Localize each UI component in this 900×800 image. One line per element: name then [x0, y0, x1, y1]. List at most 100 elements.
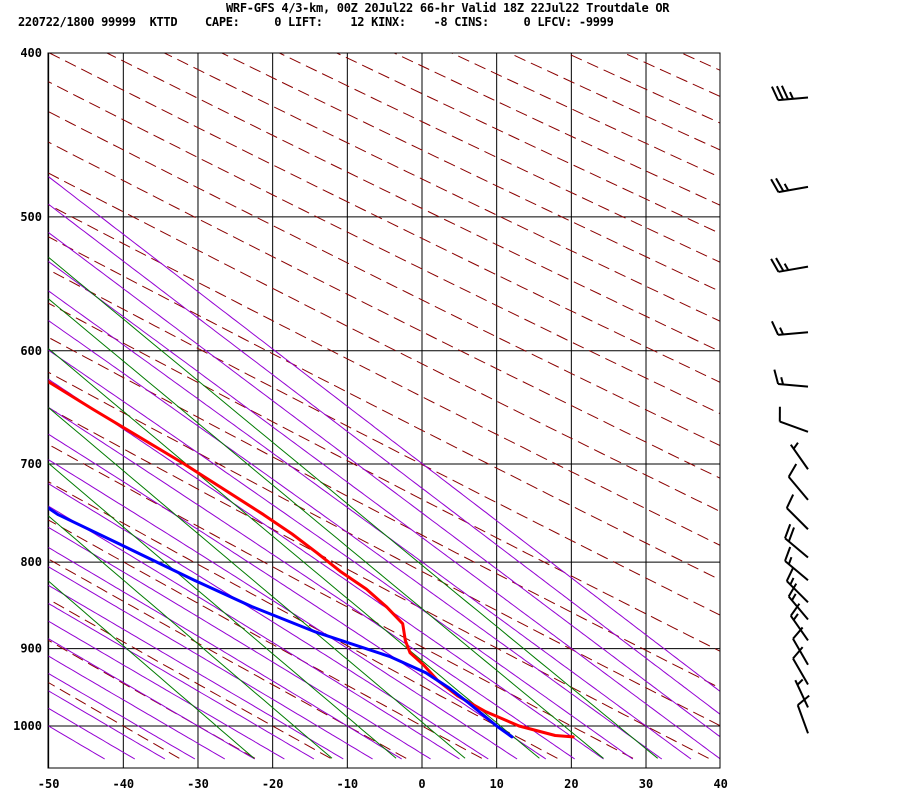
wind-barb [784, 523, 809, 559]
wind-barb-half-feather [780, 377, 785, 385]
moist-adiabat-line [48, 565, 373, 760]
dry-adiabat-line [278, 53, 720, 263]
temperature-tick-label: 10 [489, 777, 503, 791]
pressure-tick-label: 900 [20, 642, 42, 656]
dry-adiabat-line [48, 268, 720, 616]
dry-adiabat-line [450, 53, 720, 178]
wind-barb [771, 85, 809, 102]
wind-barb-feather [787, 583, 798, 598]
wind-barb-staff [792, 657, 809, 685]
wind-barb-feather [770, 178, 780, 193]
pressure-tick-label: 700 [20, 457, 42, 471]
wind-barb-column [770, 85, 810, 734]
moist-adiabat-line [48, 349, 633, 760]
wind-barb [792, 626, 809, 666]
dewpoint-profile-line [48, 505, 514, 739]
wind-barb-feather [787, 527, 795, 542]
dry-adiabat-line [48, 110, 720, 447]
wind-barb [787, 463, 809, 501]
wind-barb-feather [784, 523, 792, 539]
wind-barb-staff [787, 476, 809, 501]
temperature-tick-label: 0 [418, 777, 425, 791]
temperature-profile-line [48, 379, 575, 739]
dry-adiabat-line [48, 80, 720, 415]
wind-barb [773, 369, 809, 388]
moist-adiabat-line [48, 505, 460, 760]
temperature-tick-label: -50 [38, 777, 60, 791]
dry-adiabat-line [105, 53, 720, 353]
dry-adiabat-line [48, 236, 720, 581]
wind-barb-half-feather [791, 593, 797, 601]
wind-barb [796, 694, 810, 734]
wind-barb-feather [771, 320, 780, 336]
moist-adiabat-line [48, 203, 720, 715]
background-grid [48, 44, 900, 768]
wind-barb-feather [785, 567, 795, 582]
wind-barb [787, 583, 809, 621]
wind-barb-feather [773, 369, 780, 385]
wind-barb-feather [780, 85, 789, 100]
moist-adiabat-line [48, 724, 105, 760]
moist-adiabat-line [48, 231, 720, 738]
wind-barb-feather [771, 86, 780, 101]
dry-adiabat-line [48, 53, 720, 383]
moist-adiabat-line [48, 672, 196, 760]
temperature-tick-label: -40 [112, 777, 134, 791]
mixing-ratio-line [48, 256, 659, 759]
moist-adiabat-line [48, 260, 720, 760]
plot-frame [47, 52, 721, 769]
pressure-tick-label: 600 [20, 344, 42, 358]
wind-barb-half-feather [792, 613, 799, 621]
wind-barb [770, 257, 809, 273]
wind-barb-half-feather [779, 327, 785, 335]
moist-adiabat-line [48, 433, 547, 760]
dry-adiabat-line [48, 407, 709, 759]
dry-adiabat-line [48, 558, 407, 759]
wind-barb [794, 678, 809, 708]
moist-adiabat-line [48, 584, 344, 760]
wind-barb-feather [787, 463, 798, 478]
moist-adiabat-line [48, 482, 489, 760]
wind-barb-half-feather [789, 577, 795, 586]
wind-barb [785, 494, 809, 530]
mixing-ratio-line [48, 579, 255, 759]
pressure-tick-label: 500 [20, 210, 42, 224]
mixing-ratio-line [48, 462, 397, 759]
dry-adiabat-line [48, 336, 720, 689]
wind-barb-half-feather [787, 556, 793, 565]
dry-adiabat-line [680, 53, 720, 71]
axis-ticks: 400 500 600 700 800 900 1000 -50 -40 -30 -20 -10 0 10… [13, 46, 728, 791]
dry-adiabat-line [48, 480, 558, 759]
mixing-ratio-line [48, 406, 466, 759]
wind-barb-staff [779, 420, 809, 433]
wind-barb [784, 546, 809, 582]
dry-adiabat-line [718, 44, 900, 759]
sounding-indices: 220722/1800 99999 KTTD CAPE: 0 LIFT: 12 … [18, 15, 614, 29]
dry-adiabat-line [48, 443, 634, 759]
moist-adiabat-line [48, 458, 518, 760]
moist-adiabat-line [48, 620, 285, 760]
pressure-tick-label: 800 [20, 555, 42, 569]
temperature-tick-label: 30 [639, 777, 653, 791]
temperature-tick-label: -10 [336, 777, 358, 791]
mixing-ratio-line [48, 297, 604, 759]
wind-barb [778, 406, 809, 433]
wind-barb-half-feather [789, 91, 794, 100]
dry-adiabat-line [48, 141, 720, 479]
moist-adiabat-line [48, 546, 402, 760]
dry-adiabat-line [163, 53, 720, 322]
chart-title: WRF-GFS 4/3-km, 00Z 20Jul22 66-hr Valid … [226, 1, 670, 15]
moist-adiabat-line [48, 289, 692, 760]
temperature-tick-label: -30 [187, 777, 209, 791]
moist-adiabat-line [48, 406, 575, 760]
dry-adiabat-line [48, 302, 720, 652]
wind-barb-feather [784, 546, 792, 562]
dry-adiabat-line [565, 53, 720, 124]
wind-barb-feather [785, 494, 795, 509]
temperature-tick-label: -20 [262, 777, 284, 791]
wind-barb-half-feather [796, 678, 804, 686]
wind-barb-staff [796, 704, 809, 734]
wind-barb-half-feather [792, 442, 799, 450]
wind-barb-feather [792, 646, 804, 660]
wind-barb [792, 646, 809, 685]
